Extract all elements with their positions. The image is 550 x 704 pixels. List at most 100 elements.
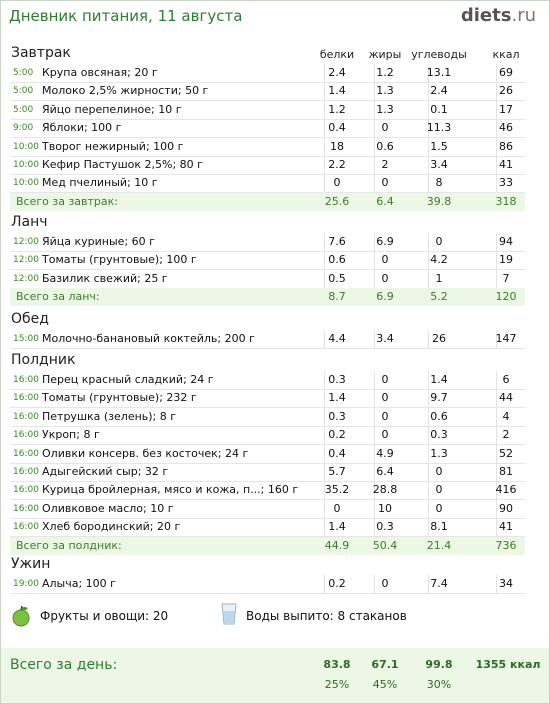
food-protein: 0.4 [328, 446, 346, 460]
food-protein: 0.6 [328, 253, 346, 267]
food-row[interactable]: 10:00 Творог нежирный; 100 г 18 0.6 1.5 86 [10, 137, 525, 157]
food-protein: 0 [333, 501, 341, 515]
column-divider [374, 82, 375, 101]
column-divider [496, 371, 497, 389]
day-fat-pct: 45% [372, 678, 398, 691]
food-row[interactable]: 5:00 Яйцо перепелиное; 10 г 1.2 1.3 0.1 17 [10, 100, 525, 120]
water-glass-icon [221, 603, 237, 625]
food-name: Перец красный сладкий; 24 г [42, 373, 214, 386]
total-kcal: 736 [495, 538, 517, 552]
food-protein: 0.2 [328, 577, 346, 590]
column-divider [496, 269, 497, 288]
meal-time: 5:00 [13, 86, 34, 97]
food-kcal: 34 [499, 577, 513, 590]
food-carbs: 1.3 [430, 446, 448, 460]
food-kcal: 90 [499, 501, 513, 515]
food-row[interactable]: 16:00 Томаты (грунтовые); 232 г 1.4 0 9.7 44 [10, 389, 525, 409]
food-row[interactable]: 5:00 Крупа овсяная; 20 г 2.4 1.2 13.1 69 [10, 64, 525, 83]
column-divider [428, 174, 429, 193]
food-protein: 0.3 [328, 373, 346, 386]
food-row[interactable]: 16:00 Адыгейский сыр; 32 г 5.7 6.4 0 81 [10, 463, 525, 482]
column-divider [496, 463, 497, 481]
food-row[interactable]: 5:00 Молоко 2,5% жирности; 50 г 1.4 1.3 2.4 2… [10, 82, 525, 102]
food-name: Укроп; 8 г [42, 428, 100, 442]
column-divider [374, 426, 375, 445]
food-name: Базилик свежий; 25 г [42, 271, 168, 285]
column-divider [496, 233, 497, 251]
food-carbs: 13.1 [426, 66, 452, 79]
column-divider [374, 518, 375, 537]
meal-time: 16:00 [13, 467, 39, 477]
food-row[interactable]: 12:00 Базилик свежий; 25 г 0.5 0 1 7 [10, 269, 525, 289]
food-name: Адыгейский сыр; 32 г [42, 465, 169, 478]
column-divider [428, 518, 429, 537]
food-protein: 4.4 [328, 332, 346, 345]
food-row[interactable]: 16:00 Петрушка (зелень); 8 г 0.3 0 0.6 4 [10, 407, 525, 427]
food-row[interactable]: 16:00 Перец красный сладкий; 24 г 0.3 0 1.4 6 [10, 371, 525, 390]
meal-time: 10:00 [13, 141, 39, 152]
meal-total-row: Всего за ланч: 8.7 6.9 5.2 120 [10, 288, 525, 307]
food-row[interactable]: 12:00 Томаты (грунтовые); 100 г 0.6 0 4.2 19 [10, 251, 525, 271]
food-row[interactable]: 16:00 Курица бройлерная, мясо и кожа, п..… [10, 481, 525, 501]
food-fat: 0 [381, 577, 389, 590]
food-carbs: 8 [435, 176, 443, 190]
meal-total-row: Всего за полдник: 44.9 50.4 21.4 736 [10, 536, 525, 555]
food-carbs: 0.1 [430, 102, 448, 116]
food-kcal: 41 [499, 158, 513, 171]
total-carbs: 21.4 [426, 538, 452, 552]
apple-icon [12, 605, 30, 627]
food-name: Мед пчелиный; 10 г [42, 176, 158, 190]
column-divider [374, 371, 375, 389]
food-row[interactable]: 15:00 Молочно-банановый коктейль; 200 г 4.… [10, 330, 525, 349]
food-name: Крупа овсяная; 20 г [42, 66, 158, 79]
column-divider [428, 426, 429, 445]
column-divider [428, 463, 429, 481]
food-row[interactable]: 12:00 Яйца куриные; 60 г 7.6 6.9 0 94 [10, 233, 525, 252]
meal-total-row: Всего за завтрак: 25.6 6.4 39.8 318 [10, 192, 525, 211]
food-kcal: 46 [499, 121, 513, 135]
food-kcal: 416 [495, 483, 517, 497]
column-divider [324, 389, 325, 408]
column-divider [428, 407, 429, 426]
food-protein: 0 [333, 176, 341, 190]
food-protein: 0.5 [328, 271, 346, 285]
total-protein: 44.9 [324, 538, 350, 552]
food-name: Алыча; 100 г [42, 577, 116, 590]
food-row[interactable]: 19:00 Алыча; 100 г 0.2 0 7.4 34 [10, 575, 525, 594]
food-row[interactable]: 16:00 Хлеб бородинский; 20 г 1.4 0.3 8.1 41 [10, 518, 525, 538]
food-fat: 3.4 [376, 332, 394, 345]
food-carbs: 4.2 [430, 253, 448, 267]
column-divider [428, 137, 429, 156]
column-divider [496, 518, 497, 537]
food-fat: 4.9 [376, 446, 394, 460]
food-row[interactable]: 16:00 Оливки консерв. без косточек; 24 г 0… [10, 444, 525, 464]
meal-time: 16:00 [13, 522, 39, 533]
food-carbs: 1.4 [430, 373, 448, 386]
food-protein: 1.4 [328, 520, 346, 534]
food-kcal: 26 [499, 84, 513, 98]
food-fat: 2 [381, 158, 389, 171]
column-divider [428, 156, 429, 174]
food-protein: 0.2 [328, 428, 346, 442]
food-name: Творог нежирный; 100 г [42, 139, 184, 153]
total-carbs: 39.8 [426, 194, 452, 208]
food-row[interactable]: 9:00 Яблоки; 100 г 0.4 0 11.3 46 [10, 119, 525, 139]
day-total-label: Всего за день: [10, 657, 118, 673]
food-name: Молоко 2,5% жирности; 50 г [42, 84, 209, 98]
food-protein: 1.4 [328, 391, 346, 405]
column-divider [496, 156, 497, 174]
column-divider [324, 64, 325, 82]
food-row[interactable]: 10:00 Кефир Пастушок 2,5%; 80 г 2.2 2 3.4 41 [10, 156, 525, 175]
food-fat: 0 [381, 176, 389, 190]
food-row[interactable]: 16:00 Укроп; 8 г 0.2 0 0.3 2 [10, 426, 525, 446]
food-row[interactable]: 10:00 Мед пчелиный; 10 г 0 0 8 33 [10, 174, 525, 194]
column-divider [324, 137, 325, 156]
food-carbs: 1 [435, 271, 443, 285]
food-fat: 10 [378, 501, 392, 515]
meal-time: 9:00 [13, 123, 34, 134]
food-fat: 28.8 [372, 483, 398, 497]
meal-time: 5:00 [13, 104, 34, 115]
meal-total-label: Всего за завтрак: [16, 194, 119, 208]
site-logo[interactable]: diets.ru [461, 5, 536, 26]
food-row[interactable]: 16:00 Оливковое масло; 10 г 0 10 0 90 [10, 499, 525, 519]
